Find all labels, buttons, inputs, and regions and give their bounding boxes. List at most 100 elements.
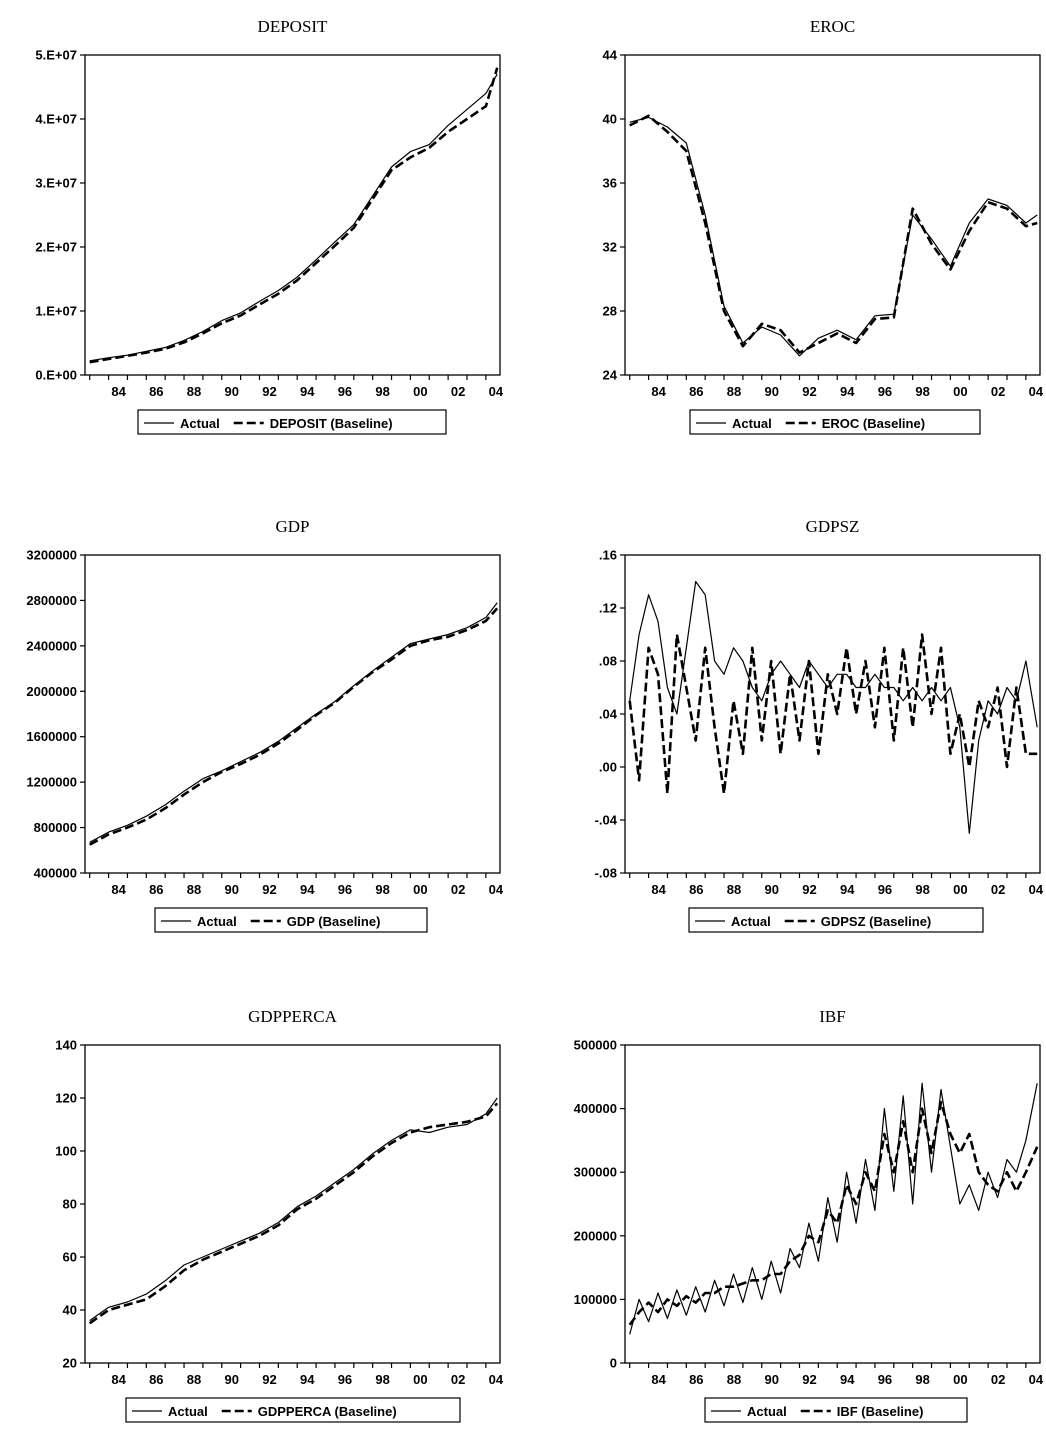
legend-box [704,1397,968,1423]
chart-title: IBF [819,1007,845,1026]
legend-label: IBF (Baseline) [837,1404,924,1419]
x-tick-label: 02 [991,1372,1005,1387]
y-tick-label: 800000 [34,820,77,835]
y-tick-label: 0 [610,1356,617,1371]
chart-gdp: GDP 400000 800000 1200000 1600000 2000000 2400… [26,517,504,933]
x-tick-label: 02 [991,882,1005,897]
x-tick-label: 04 [1029,882,1044,897]
x-tick-label: 92 [802,384,816,399]
y-tick-label: -.08 [595,866,617,881]
x-tick-label: 86 [689,384,703,399]
x-tick-label: 02 [451,1372,465,1387]
x-tick-label: 04 [1029,1372,1044,1387]
x-tick-label: 84 [111,1372,126,1387]
x-tick-label: 04 [489,1372,504,1387]
legend-box [125,1397,461,1423]
y-tick-label: 60 [63,1250,77,1265]
y-tick-label: 28 [603,304,617,319]
y-tick-label: 2000000 [26,684,77,699]
legend: Actual GDPPERCA (Baseline) [125,1397,461,1423]
chart-ibf: IBF 0 100000 200000 300000 400000 500000 84 86 88… [574,1007,1044,1423]
y-tick-label: 2800000 [26,593,77,608]
x-tick-label: 94 [300,882,315,897]
x-tick-label: 90 [765,1372,779,1387]
plot-frame [624,54,1041,376]
series-line-actual [629,580,1038,834]
y-tick-label: 4.E+07 [35,112,77,127]
plot-frame [84,54,501,376]
x-tick-label: 04 [489,882,504,897]
y-tick-label: 400000 [34,866,77,881]
y-tick-label: 300000 [574,1165,617,1180]
x-tick-label: 92 [802,1372,816,1387]
x-tick-label: 94 [840,384,855,399]
y-tick-label: 140 [55,1038,77,1053]
x-tick-label: 00 [413,384,427,399]
y-tick-label: -.04 [595,813,618,828]
x-tick-label: 02 [991,384,1005,399]
y-tick-label: 24 [603,368,618,383]
legend-box [154,907,428,933]
y-tick-label: 2.E+07 [35,240,77,255]
x-tick-label: 92 [262,384,276,399]
x-tick-label: 86 [149,384,163,399]
series-line-baseline [89,607,499,846]
y-tick-label: 20 [63,1356,77,1371]
y-tick-label: 1600000 [26,729,77,744]
y-tick-label: 40 [603,112,617,127]
chart-gdpsz: GDPSZ -.08 -.04 .00 .04 .08 .12 .16 84 86 88 90 92 94… [595,517,1044,933]
legend-label: Actual [180,416,220,431]
chart-title: GDPPERCA [248,1007,338,1026]
y-tick-label: .12 [599,601,617,616]
legend-label: DEPOSIT (Baseline) [270,416,393,431]
legend: Actual IBF (Baseline) [704,1397,968,1423]
x-tick-label: 98 [915,384,929,399]
legend-label: GDPSZ (Baseline) [821,914,932,929]
x-tick-label: 98 [375,1372,389,1387]
chart-title: GDPSZ [806,517,860,536]
x-tick-label: 88 [187,1372,201,1387]
plot-frame [624,554,1041,874]
legend-label: Actual [731,914,771,929]
y-tick-label: 40 [63,1303,77,1318]
series-line-baseline [628,633,1038,795]
x-tick-label: 00 [953,1372,967,1387]
chart-title: EROC [810,17,855,36]
x-tick-label: 04 [489,384,504,399]
x-tick-label: 86 [149,882,163,897]
x-tick-label: 90 [765,882,779,897]
x-tick-label: 88 [187,384,201,399]
x-tick-label: 84 [651,1372,666,1387]
x-tick-label: 00 [413,1372,427,1387]
x-tick-label: 84 [111,384,126,399]
series-line-actual [629,1082,1038,1335]
x-tick-label: 04 [1029,384,1044,399]
legend: Actual DEPOSIT (Baseline) [137,409,447,435]
chart-gdpperca: GDPPERCA 20 40 60 80 100 120 140 84 86 88 90 92 94 96 9… [55,1007,504,1423]
legend-box [688,907,984,933]
x-tick-label: 98 [915,882,929,897]
y-tick-label: .00 [599,760,617,775]
y-tick-label: 0.E+00 [35,368,77,383]
x-tick-label: 84 [651,882,666,897]
legend-label: Actual [747,1404,787,1419]
plot-frame [84,554,501,874]
x-tick-label: 94 [300,384,315,399]
y-tick-label: 3200000 [26,548,77,563]
plot-frame [84,1044,501,1364]
x-tick-label: 92 [262,1372,276,1387]
legend-label: Actual [168,1404,208,1419]
y-tick-label: .04 [599,707,618,722]
x-tick-label: 88 [727,384,741,399]
legend: Actual EROC (Baseline) [689,409,981,435]
y-tick-label: 120 [55,1091,77,1106]
chart-deposit: DEPOSIT 0.E+00 1.E+07 2.E+07 3.E+07 4.E+07 5.E… [35,17,504,435]
x-tick-label: 88 [727,1372,741,1387]
x-tick-label: 94 [300,1372,315,1387]
legend-label: Actual [732,416,772,431]
y-tick-label: 200000 [574,1228,617,1243]
series-line-baseline [629,114,1038,354]
y-tick-label: 44 [603,48,618,63]
legend: Actual GDP (Baseline) [154,907,428,933]
